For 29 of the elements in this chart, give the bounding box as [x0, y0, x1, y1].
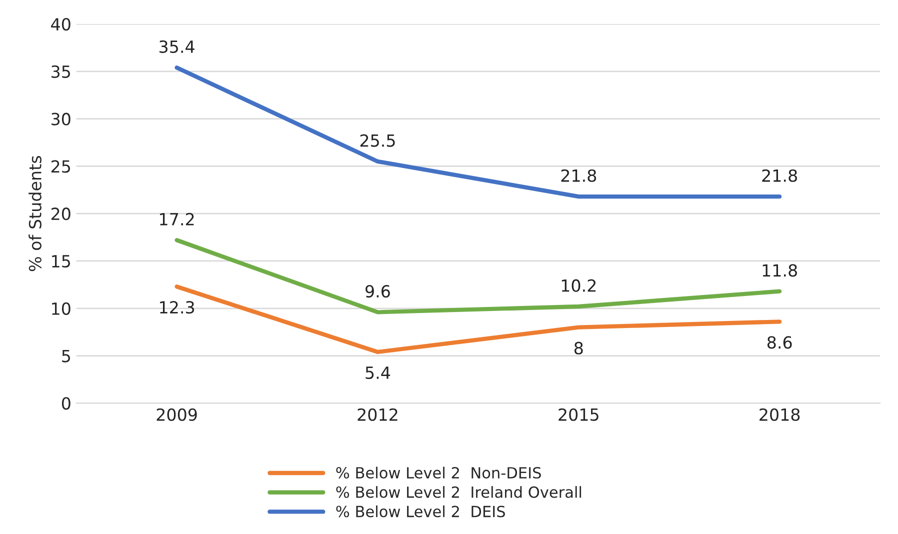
- x-tick-label: 2018: [760, 408, 800, 421]
- data-label: 21.8: [561, 169, 596, 182]
- data-label: 8: [574, 342, 583, 354]
- data-label: 12.3: [160, 301, 194, 314]
- data-label: 10.2: [562, 279, 596, 292]
- y-tick-label: 30: [52, 112, 70, 126]
- data-label: 35.4: [160, 40, 194, 54]
- data-label: 11.8: [762, 264, 797, 277]
- y-tick-label: 5: [62, 350, 70, 362]
- data-label: 21.8: [762, 169, 797, 182]
- data-label: 17.2: [160, 212, 194, 226]
- legend-label: % Below Level 2 DEIS: [336, 505, 505, 518]
- data-label: 8.6: [767, 336, 792, 349]
- y-tick-label: 10: [52, 302, 70, 315]
- x-tick-label: 2009: [156, 408, 197, 421]
- x-tick-label: 2012: [358, 408, 398, 421]
- y-tick-label: 40: [51, 18, 70, 31]
- legend-label: % Below Level 2 Ireland Overall: [336, 486, 582, 498]
- data-label: 5.4: [366, 366, 390, 380]
- y-tick-label: 0: [62, 397, 70, 410]
- data-label: 25.5: [360, 134, 395, 147]
- y-tick-label: 15: [52, 255, 70, 268]
- y-axis-title: % of Students: [28, 156, 42, 272]
- y-tick-label: 25: [51, 160, 70, 173]
- x-tick-label: 2015: [558, 408, 598, 421]
- legend-label: % Below Level 2 Non-DEIS: [336, 466, 541, 479]
- y-tick-label: 20: [51, 208, 70, 220]
- y-tick-label: 35: [52, 65, 70, 78]
- data-label: 9.6: [366, 284, 390, 298]
